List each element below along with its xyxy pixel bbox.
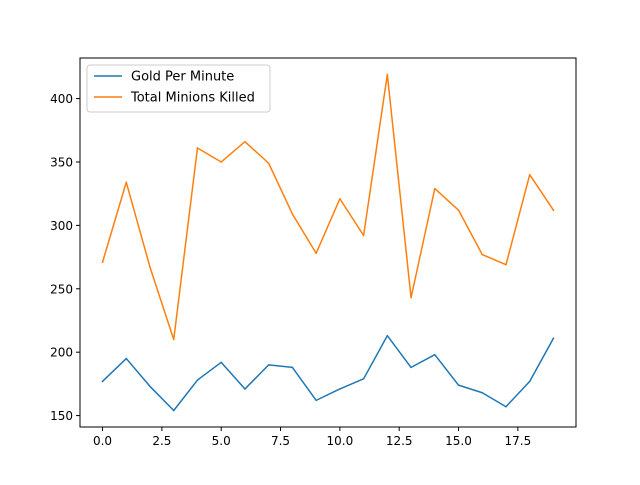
data-point-total-minions-killed bbox=[410, 296, 412, 299]
data-point-gold-per-minute bbox=[362, 378, 365, 380]
data-point-gold-per-minute bbox=[291, 366, 294, 369]
y-tick-label: 250 bbox=[50, 282, 73, 296]
data-point-total-minions-killed bbox=[125, 181, 128, 184]
data-point-total-minions-killed bbox=[291, 213, 294, 215]
x-tick-label: 2.5 bbox=[152, 434, 171, 448]
data-point-gold-per-minute bbox=[386, 334, 389, 337]
x-tick-label: 0.0 bbox=[93, 434, 112, 448]
series-layer bbox=[101, 73, 555, 412]
data-point-gold-per-minute bbox=[101, 380, 104, 383]
y-tick-label: 300 bbox=[50, 219, 73, 233]
data-point-gold-per-minute bbox=[339, 388, 341, 390]
data-point-total-minions-killed bbox=[267, 162, 270, 164]
legend-label-gold-per-minute: Gold Per Minute bbox=[131, 70, 234, 85]
y-tick-label: 150 bbox=[50, 409, 73, 423]
legend-label-total-minions-killed: Total Minions Killed bbox=[130, 91, 255, 106]
data-point-total-minions-killed bbox=[552, 209, 555, 211]
data-point-gold-per-minute bbox=[149, 385, 151, 388]
x-tick-label: 15.0 bbox=[445, 434, 472, 448]
data-point-total-minions-killed bbox=[172, 338, 175, 341]
data-point-gold-per-minute bbox=[505, 405, 507, 408]
data-point-total-minions-killed bbox=[386, 73, 389, 76]
y-tick-label: 350 bbox=[50, 155, 73, 169]
data-point-gold-per-minute bbox=[410, 366, 412, 369]
y-tick-label: 200 bbox=[50, 346, 73, 360]
legend: Gold Per Minute Total Minions Killed bbox=[86, 64, 271, 113]
data-point-gold-per-minute bbox=[196, 379, 199, 381]
data-point-total-minions-killed bbox=[315, 252, 317, 255]
data-point-gold-per-minute bbox=[315, 399, 317, 402]
data-point-gold-per-minute bbox=[552, 337, 555, 339]
data-point-gold-per-minute bbox=[267, 364, 270, 366]
x-tick-label: 10.0 bbox=[327, 434, 354, 448]
data-point-total-minions-killed bbox=[101, 261, 104, 263]
x-tick-label: 5.0 bbox=[212, 434, 231, 448]
series-line-gold-per-minute bbox=[101, 334, 555, 412]
x-tick-label: 7.5 bbox=[271, 434, 290, 448]
data-point-gold-per-minute bbox=[220, 361, 222, 364]
data-point-gold-per-minute bbox=[434, 353, 436, 356]
y-tick-label: 400 bbox=[50, 92, 73, 106]
plot-frame bbox=[79, 57, 577, 428]
data-point-total-minions-killed bbox=[434, 187, 436, 190]
data-point-total-minions-killed bbox=[339, 198, 341, 200]
series-line-total-minions-killed bbox=[101, 73, 555, 341]
legend-box bbox=[86, 64, 271, 113]
data-point-total-minions-killed bbox=[457, 209, 460, 211]
data-point-total-minions-killed bbox=[481, 253, 484, 256]
data-point-gold-per-minute bbox=[244, 388, 246, 390]
data-point-gold-per-minute bbox=[528, 380, 531, 383]
data-point-total-minions-killed bbox=[244, 140, 246, 143]
y-axis: 150 200 250 300 350 400 bbox=[50, 92, 80, 423]
data-point-total-minions-killed bbox=[220, 161, 222, 163]
data-point-gold-per-minute bbox=[172, 409, 175, 412]
data-point-total-minions-killed bbox=[149, 266, 151, 268]
data-point-total-minions-killed bbox=[505, 263, 507, 266]
data-point-total-minions-killed bbox=[528, 173, 531, 176]
x-tick-label: 17.5 bbox=[504, 434, 531, 448]
data-point-total-minions-killed bbox=[196, 147, 199, 149]
data-point-gold-per-minute bbox=[125, 357, 128, 360]
data-point-total-minions-killed bbox=[362, 234, 365, 237]
data-point-gold-per-minute bbox=[457, 384, 460, 386]
x-axis: 0.0 2.5 5.0 7.5 10.0 12.5 15.0 17.5 bbox=[93, 427, 531, 448]
data-point-gold-per-minute bbox=[481, 392, 484, 394]
x-tick-label: 12.5 bbox=[386, 434, 413, 448]
